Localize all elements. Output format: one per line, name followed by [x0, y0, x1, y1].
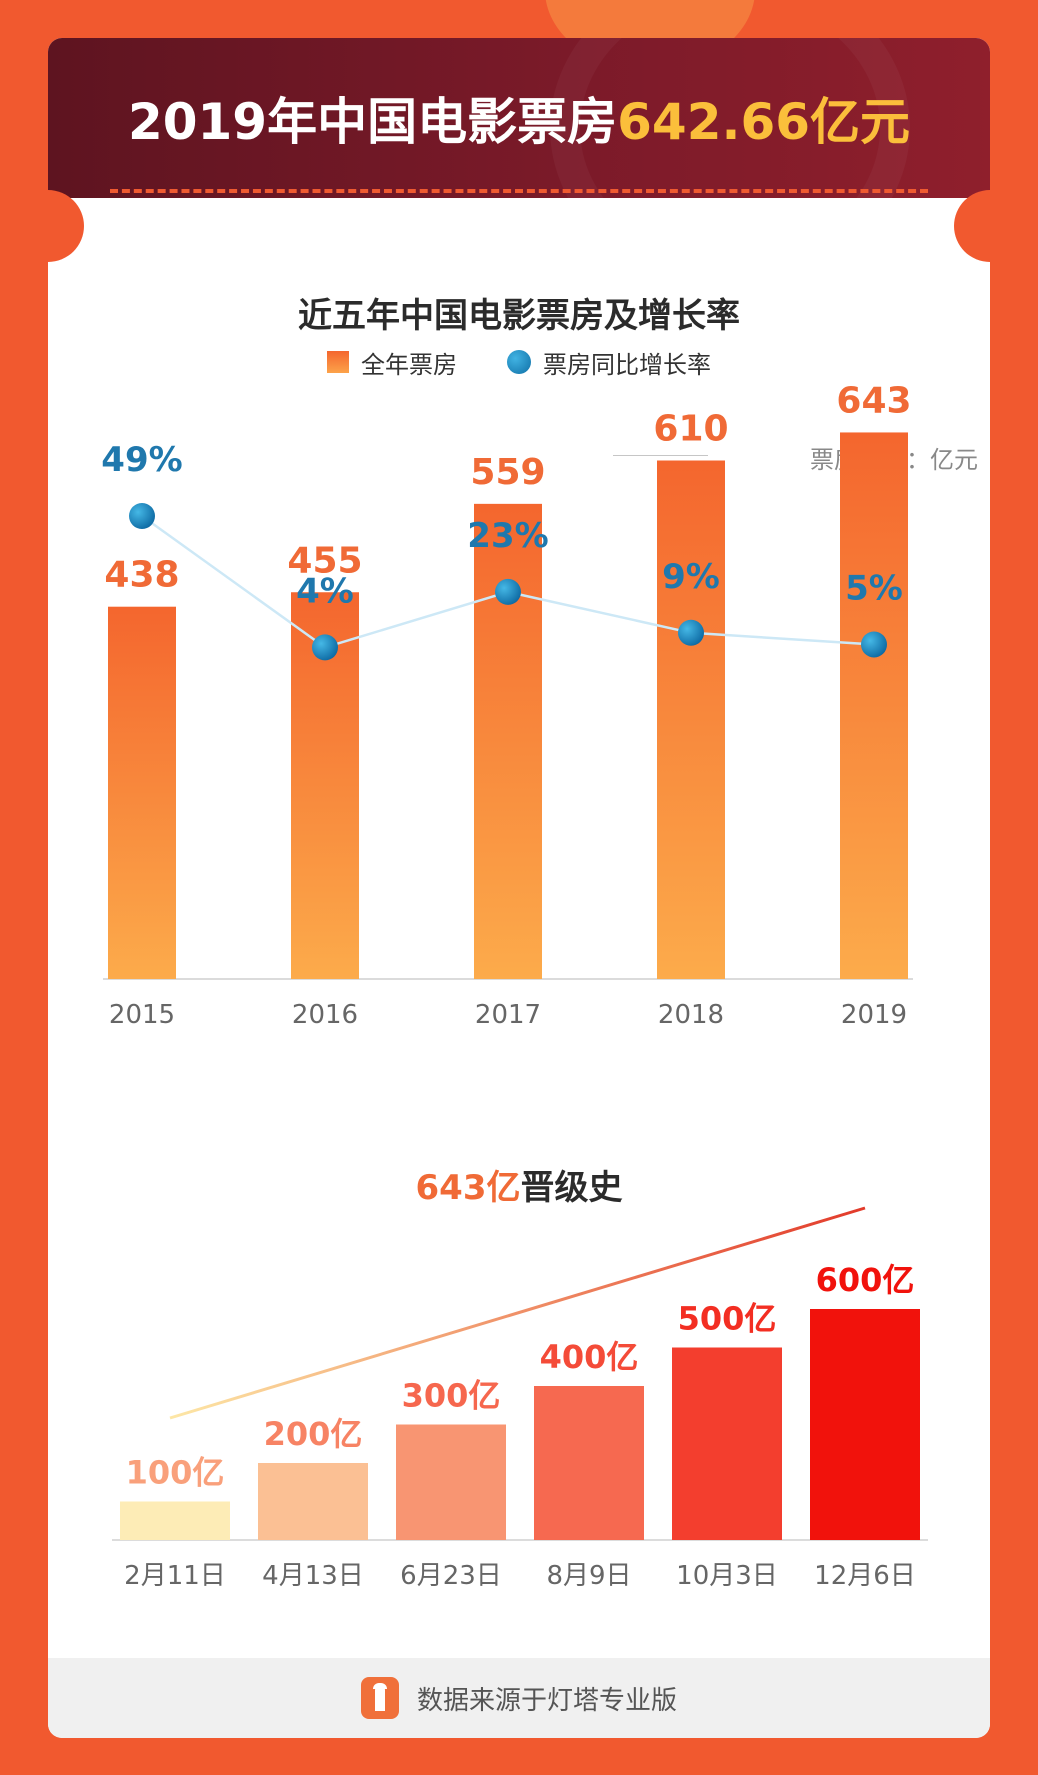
milestone-bar [672, 1347, 782, 1540]
growth-rate-point [678, 619, 704, 646]
chart1-svg: 438 2015 455 2016 559 2017 610 2018 643 2019 49% 4%… [101, 380, 913, 1030]
milestone-date-label: 8月9日 [546, 1561, 631, 1591]
box-office-value-label: 643 [836, 380, 911, 421]
milestone-value-label: 300亿 [402, 1377, 501, 1415]
x-axis-tick-label: 2018 [658, 1000, 724, 1030]
milestone-bar [258, 1463, 368, 1540]
milestone-bar [396, 1424, 506, 1540]
box-office-bar [108, 606, 176, 979]
legend-swatch-bar [327, 351, 349, 373]
ticket-header: 2019年中国电影票房642.66亿元 [48, 38, 990, 198]
x-axis-tick-label: 2016 [292, 1000, 358, 1030]
x-axis-tick-label: 2015 [109, 1000, 175, 1030]
legend-label-box-office: 全年票房 [361, 350, 457, 379]
growth-rate-label: 5% [845, 568, 903, 608]
milestone-value-label: 200亿 [264, 1415, 363, 1453]
box-office-bar [657, 460, 725, 979]
unit-note-line [613, 455, 708, 456]
box-office-value-label: 559 [470, 452, 545, 493]
milestone-date-label: 2月11日 [124, 1561, 226, 1591]
footer: 数据来源于灯塔专业版 [48, 1658, 990, 1738]
milestone-value-label: 600亿 [816, 1261, 915, 1299]
data-source-text: 数据来源于灯塔专业版 [416, 1685, 677, 1716]
trend-arrow-line [169, 1206, 866, 1420]
page-title-prefix: 2019年中国电影票房 [127, 93, 618, 151]
growth-rate-label: 23% [467, 516, 548, 556]
box-office-bar [840, 432, 908, 979]
milestone-value-label: 400亿 [540, 1338, 639, 1376]
milestone-date-label: 12月6日 [814, 1561, 916, 1591]
footer-content: 数据来源于灯塔专业版 [48, 1658, 990, 1738]
legend-item-growth: 票房同比增长率 [507, 345, 711, 380]
milestone-value-label: 100亿 [126, 1454, 225, 1492]
chart1-legend: 全年票房 票房同比增长率 [48, 342, 990, 382]
milestone-date-label: 6月23日 [400, 1561, 502, 1591]
milestone-bar [810, 1309, 920, 1540]
growth-rate-point [495, 578, 521, 605]
x-axis-tick-label: 2019 [841, 1000, 907, 1030]
milestone-bar [534, 1386, 644, 1540]
page-title: 2019年中国电影票房642.66亿元 [48, 82, 990, 154]
chart2-title-highlight: 643亿 [415, 1168, 521, 1208]
milestone-date-label: 10月3日 [676, 1561, 778, 1591]
chart2-title-rest: 晋级史 [520, 1168, 623, 1208]
growth-rate-label: 49% [101, 440, 182, 480]
legend-swatch-dot [507, 350, 531, 374]
legend-label-growth: 票房同比增长率 [543, 350, 711, 379]
infographic-card: 2019年中国电影票房642.66亿元 近五年中国电影票房及增长率 全年票房 票… [48, 38, 990, 1738]
milestone-date-label: 4月13日 [262, 1561, 364, 1591]
chart2-title: 643亿晋级史 [48, 1160, 990, 1209]
growth-rate-point [129, 503, 155, 529]
growth-rate-point [861, 631, 887, 658]
ticket-perforation [110, 189, 928, 193]
growth-rate-label: 9% [662, 557, 720, 597]
chart1-title: 近五年中国电影票房及增长率 [298, 296, 740, 336]
box-office-value-label: 438 [104, 555, 179, 596]
growth-rate-label: 4% [296, 571, 354, 611]
milestone-value-label: 500亿 [678, 1300, 777, 1338]
box-office-value-label: 610 [653, 409, 728, 450]
chart2-svg: 100亿 2月11日 200亿 4月13日 300亿 6月23日 400亿 8月9日 500亿 1… [112, 1206, 928, 1591]
milestone-bar [120, 1501, 230, 1540]
box-office-value-label: 455 [287, 540, 362, 581]
growth-rate-point [312, 634, 338, 661]
lighthouse-icon [360, 1677, 399, 1719]
legend-item-box-office: 全年票房 [327, 345, 457, 380]
page-title-highlight: 642.66亿元 [617, 93, 911, 151]
x-axis-tick-label: 2017 [475, 1000, 541, 1030]
